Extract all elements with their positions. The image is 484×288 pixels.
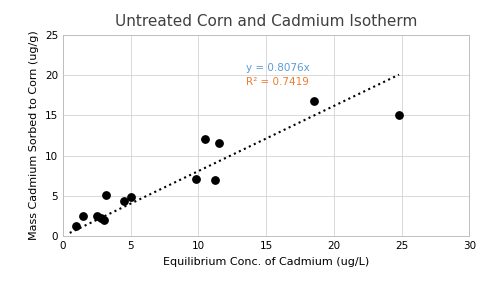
Point	[103, 193, 110, 197]
Point	[192, 177, 199, 181]
Point	[93, 214, 101, 218]
Text: R² = 0.7419: R² = 0.7419	[246, 77, 309, 87]
Point	[215, 141, 223, 146]
Y-axis label: Mass Cadmium Sorbed to Corn (ug/g): Mass Cadmium Sorbed to Corn (ug/g)	[29, 31, 39, 240]
Point	[395, 113, 403, 118]
Point	[201, 137, 209, 142]
Point	[79, 214, 87, 218]
Point	[73, 224, 80, 229]
Title: Untreated Corn and Cadmium Isotherm: Untreated Corn and Cadmium Isotherm	[115, 14, 417, 29]
Point	[211, 177, 219, 182]
X-axis label: Equilibrium Conc. of Cadmium (ug/L): Equilibrium Conc. of Cadmium (ug/L)	[163, 257, 369, 267]
Point	[127, 195, 135, 200]
Point	[97, 216, 105, 221]
Point	[120, 198, 128, 203]
Point	[310, 98, 318, 103]
Point	[100, 218, 107, 222]
Text: y = 0.8076x: y = 0.8076x	[246, 63, 310, 73]
